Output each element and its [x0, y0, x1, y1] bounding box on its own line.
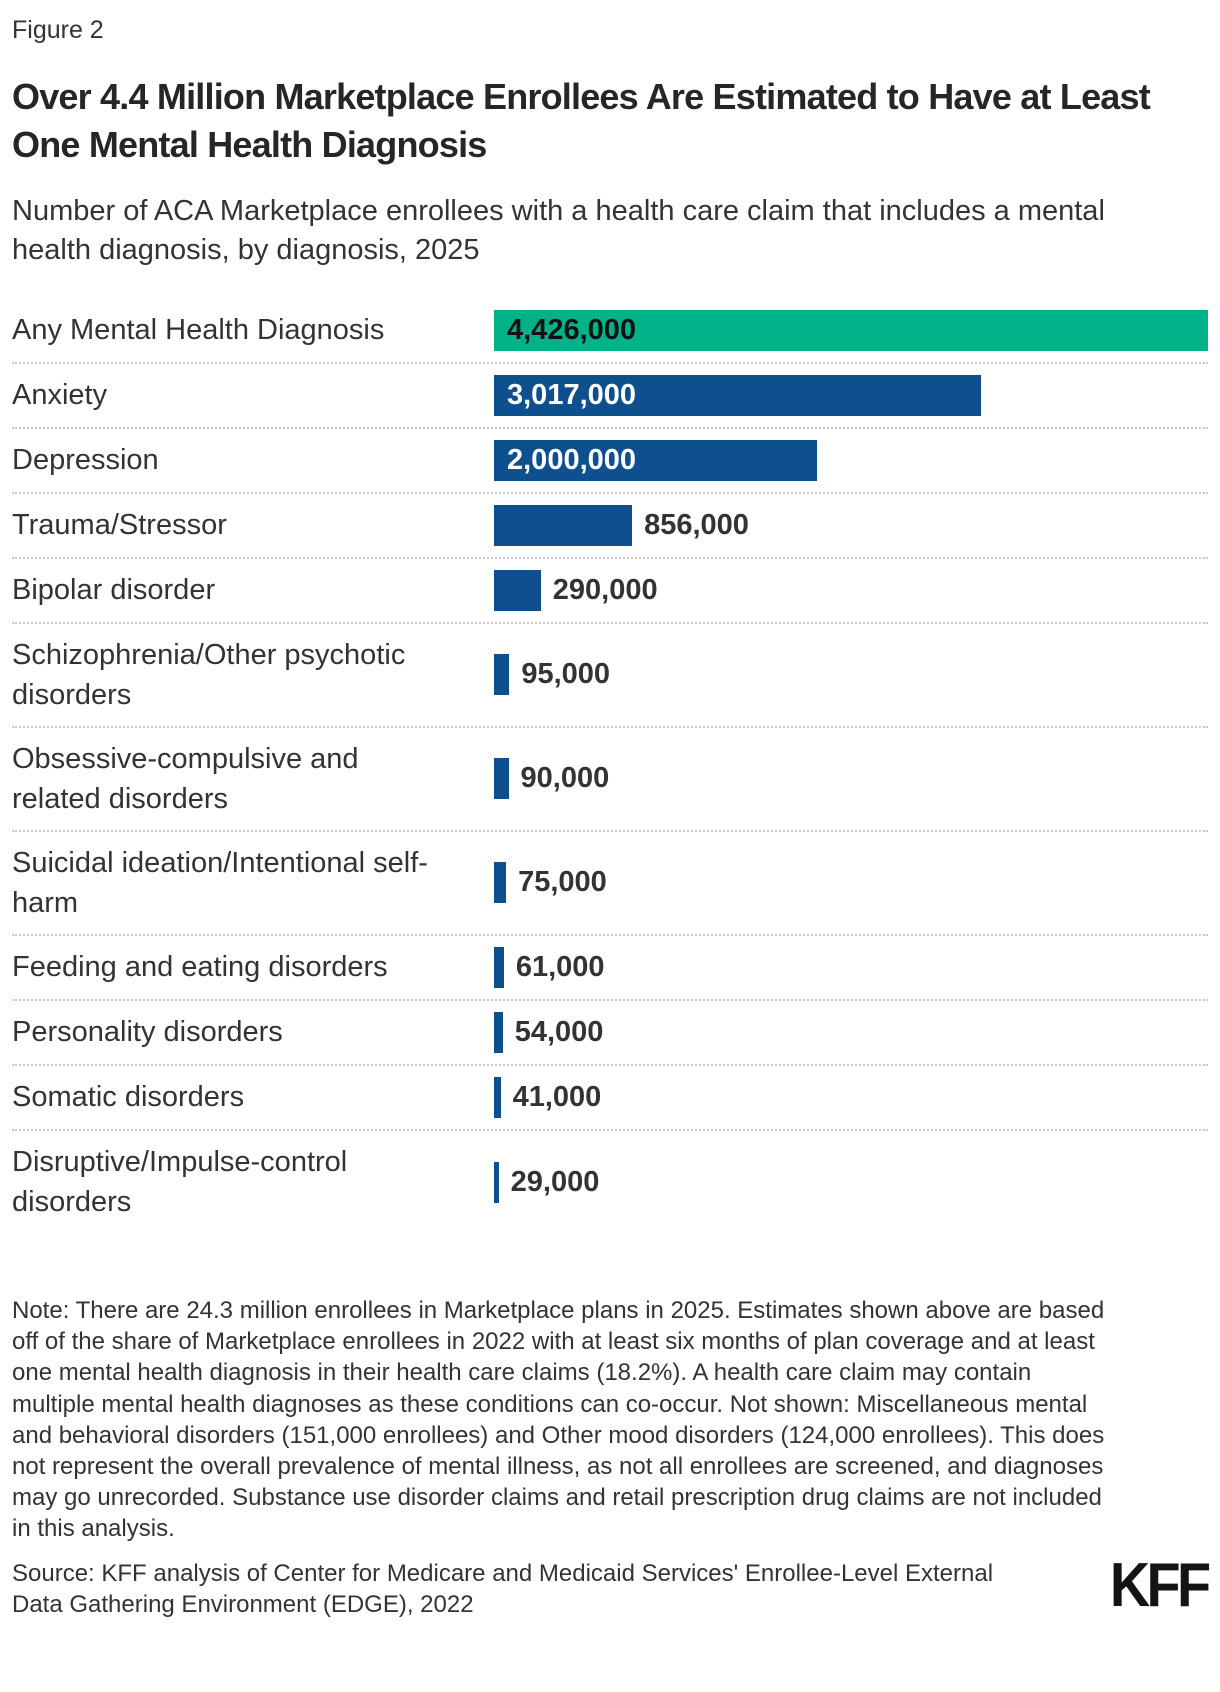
bar-value-outside: 41,000: [512, 1081, 602, 1113]
bar-value-inside: 4,426,000: [507, 313, 637, 346]
bar-value-outside: 54,000: [514, 1016, 604, 1048]
category-label: Depression: [12, 444, 159, 477]
bar: 3,017,000: [494, 374, 981, 416]
chart-row: Suicidal ideation/Intentional self-harm …: [12, 832, 1208, 936]
bar: [494, 758, 509, 800]
source-text: Source: KFF analysis of Center for Medic…: [12, 1560, 994, 1619]
bar-area: 75,000: [494, 862, 1208, 904]
bar-value-outside: 61,000: [515, 951, 605, 983]
bar: 4,426,000: [494, 309, 1208, 351]
bar-value-outside: 75,000: [518, 866, 607, 899]
bar-area: 54,000: [494, 1012, 1208, 1053]
footer: Source: KFF analysis of Center for Medic…: [12, 1550, 1212, 1621]
bar-value-outside: 29,000: [510, 1165, 600, 1198]
chart-subtitle: Number of ACA Marketplace enrollees with…: [12, 195, 1105, 267]
category-label: Suicidal ideation/Intentional self-harm: [12, 846, 428, 919]
category-label: Schizophrenia/Other psychotic disorders: [12, 638, 406, 711]
bar: [494, 862, 507, 904]
chart-row: Depression 2,000,000: [12, 429, 1208, 494]
category-label: Any Mental Health Diagnosis: [12, 314, 385, 347]
bar-value-outside: 90,000: [520, 762, 610, 795]
bar-area: 61,000: [494, 947, 1208, 988]
chart-row: Trauma/Stressor 856,000: [12, 494, 1208, 559]
bar: [494, 1161, 499, 1203]
chart-row: Anxiety 3,017,000: [12, 364, 1208, 429]
category-label: Feeding and eating disorders: [12, 951, 388, 984]
note-text: Note: There are 24.3 million enrollees i…: [12, 1297, 1105, 1543]
chart-row: Obsessive-compulsive and related disorde…: [12, 728, 1208, 832]
bar-area: 95,000: [494, 654, 1208, 696]
bar-value-inside: 3,017,000: [507, 378, 637, 411]
bar-area: 3,017,000: [494, 374, 1208, 416]
chart-row: Personality disorders 54,000: [12, 1001, 1208, 1066]
bar-chart: Any Mental Health Diagnosis 4,426,000 An…: [12, 299, 1208, 1233]
bar-area: 856,000: [494, 504, 1208, 546]
kff-logo: KFF: [1110, 1550, 1211, 1620]
bar-value-outside: 95,000: [521, 658, 611, 691]
bar-value-outside: 290,000: [552, 573, 658, 606]
chart-row: Bipolar disorder 290,000: [12, 559, 1208, 624]
chart-title: Over 4.4 Million Marketplace Enrollees A…: [12, 76, 1151, 165]
bar-value-inside: 2,000,000: [507, 443, 637, 476]
chart-row: Somatic disorders 41,000: [12, 1066, 1208, 1131]
bar: [494, 654, 510, 696]
bar: [494, 1077, 501, 1118]
bar-area: 4,426,000: [494, 309, 1208, 351]
category-label: Bipolar disorder: [12, 574, 216, 607]
bar-area: 29,000: [494, 1161, 1208, 1203]
category-label: Anxiety: [12, 379, 108, 412]
category-label: Disruptive/Impulse-control disorders: [12, 1146, 348, 1219]
figure-label: Figure 2: [12, 16, 104, 44]
category-label: Obsessive-compulsive and related disorde…: [12, 742, 359, 815]
bar-value-outside: 856,000: [644, 508, 749, 541]
bar-area: 2,000,000: [494, 439, 1208, 481]
bar-area: 41,000: [494, 1077, 1208, 1118]
bar: [494, 1012, 503, 1053]
bar: [494, 947, 504, 988]
bar-area: 90,000: [494, 758, 1208, 800]
chart-row: Disruptive/Impulse-control disorders 29,…: [12, 1131, 1208, 1233]
chart-row: Any Mental Health Diagnosis 4,426,000: [12, 299, 1208, 364]
bar-area: 290,000: [494, 569, 1208, 611]
chart-row: Schizophrenia/Other psychotic disorders …: [12, 624, 1208, 728]
bar: [494, 569, 541, 611]
bar: [494, 504, 633, 546]
chart-row: Feeding and eating disorders 61,000: [12, 936, 1208, 1001]
category-label: Trauma/Stressor: [12, 509, 227, 542]
category-label: Personality disorders: [12, 1016, 283, 1049]
category-label: Somatic disorders: [12, 1081, 245, 1114]
bar: 2,000,000: [494, 439, 817, 481]
